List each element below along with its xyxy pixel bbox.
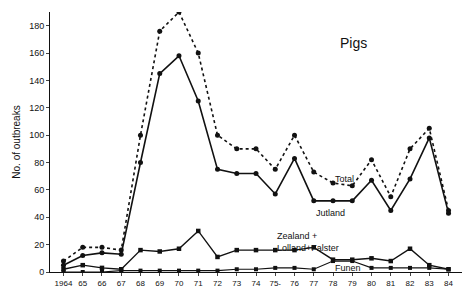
- svg-text:77: 77: [309, 279, 318, 288]
- svg-text:71: 71: [194, 279, 203, 288]
- svg-text:140: 140: [29, 76, 44, 86]
- svg-text:82: 82: [406, 279, 415, 288]
- svg-text:72: 72: [213, 279, 222, 288]
- svg-text:81: 81: [386, 279, 395, 288]
- svg-text:1964: 1964: [55, 279, 73, 288]
- svg-text:65: 65: [78, 279, 87, 288]
- svg-text:83: 83: [425, 279, 434, 288]
- svg-text:40: 40: [34, 212, 44, 222]
- svg-text:70: 70: [175, 279, 184, 288]
- svg-text:66: 66: [98, 279, 107, 288]
- svg-text:20: 20: [34, 240, 44, 250]
- svg-text:0: 0: [39, 267, 44, 277]
- svg-text:Funen: Funen: [335, 263, 361, 273]
- svg-text:74: 74: [252, 279, 261, 288]
- svg-text:79: 79: [348, 279, 357, 288]
- svg-text:75-: 75-: [269, 279, 281, 288]
- svg-text:160: 160: [29, 48, 44, 58]
- svg-text:67: 67: [117, 279, 126, 288]
- svg-text:Zealand +Lolland+Falster: Zealand +Lolland+Falster: [277, 231, 339, 253]
- svg-text:No. of outbreaks: No. of outbreaks: [11, 105, 22, 178]
- svg-text:73: 73: [232, 279, 241, 288]
- svg-text:69: 69: [155, 279, 164, 288]
- svg-text:80: 80: [34, 158, 44, 168]
- svg-text:Jutland: Jutland: [316, 208, 345, 218]
- svg-text:Pigs: Pigs: [340, 35, 367, 51]
- svg-text:Total: Total: [335, 174, 354, 184]
- svg-text:180: 180: [29, 21, 44, 31]
- svg-text:80: 80: [367, 279, 376, 288]
- svg-text:100: 100: [29, 130, 44, 140]
- svg-text:84: 84: [444, 279, 453, 288]
- svg-text:76: 76: [290, 279, 299, 288]
- svg-text:120: 120: [29, 103, 44, 113]
- svg-text:78: 78: [329, 279, 338, 288]
- svg-text:68: 68: [136, 279, 145, 288]
- svg-text:60: 60: [34, 185, 44, 195]
